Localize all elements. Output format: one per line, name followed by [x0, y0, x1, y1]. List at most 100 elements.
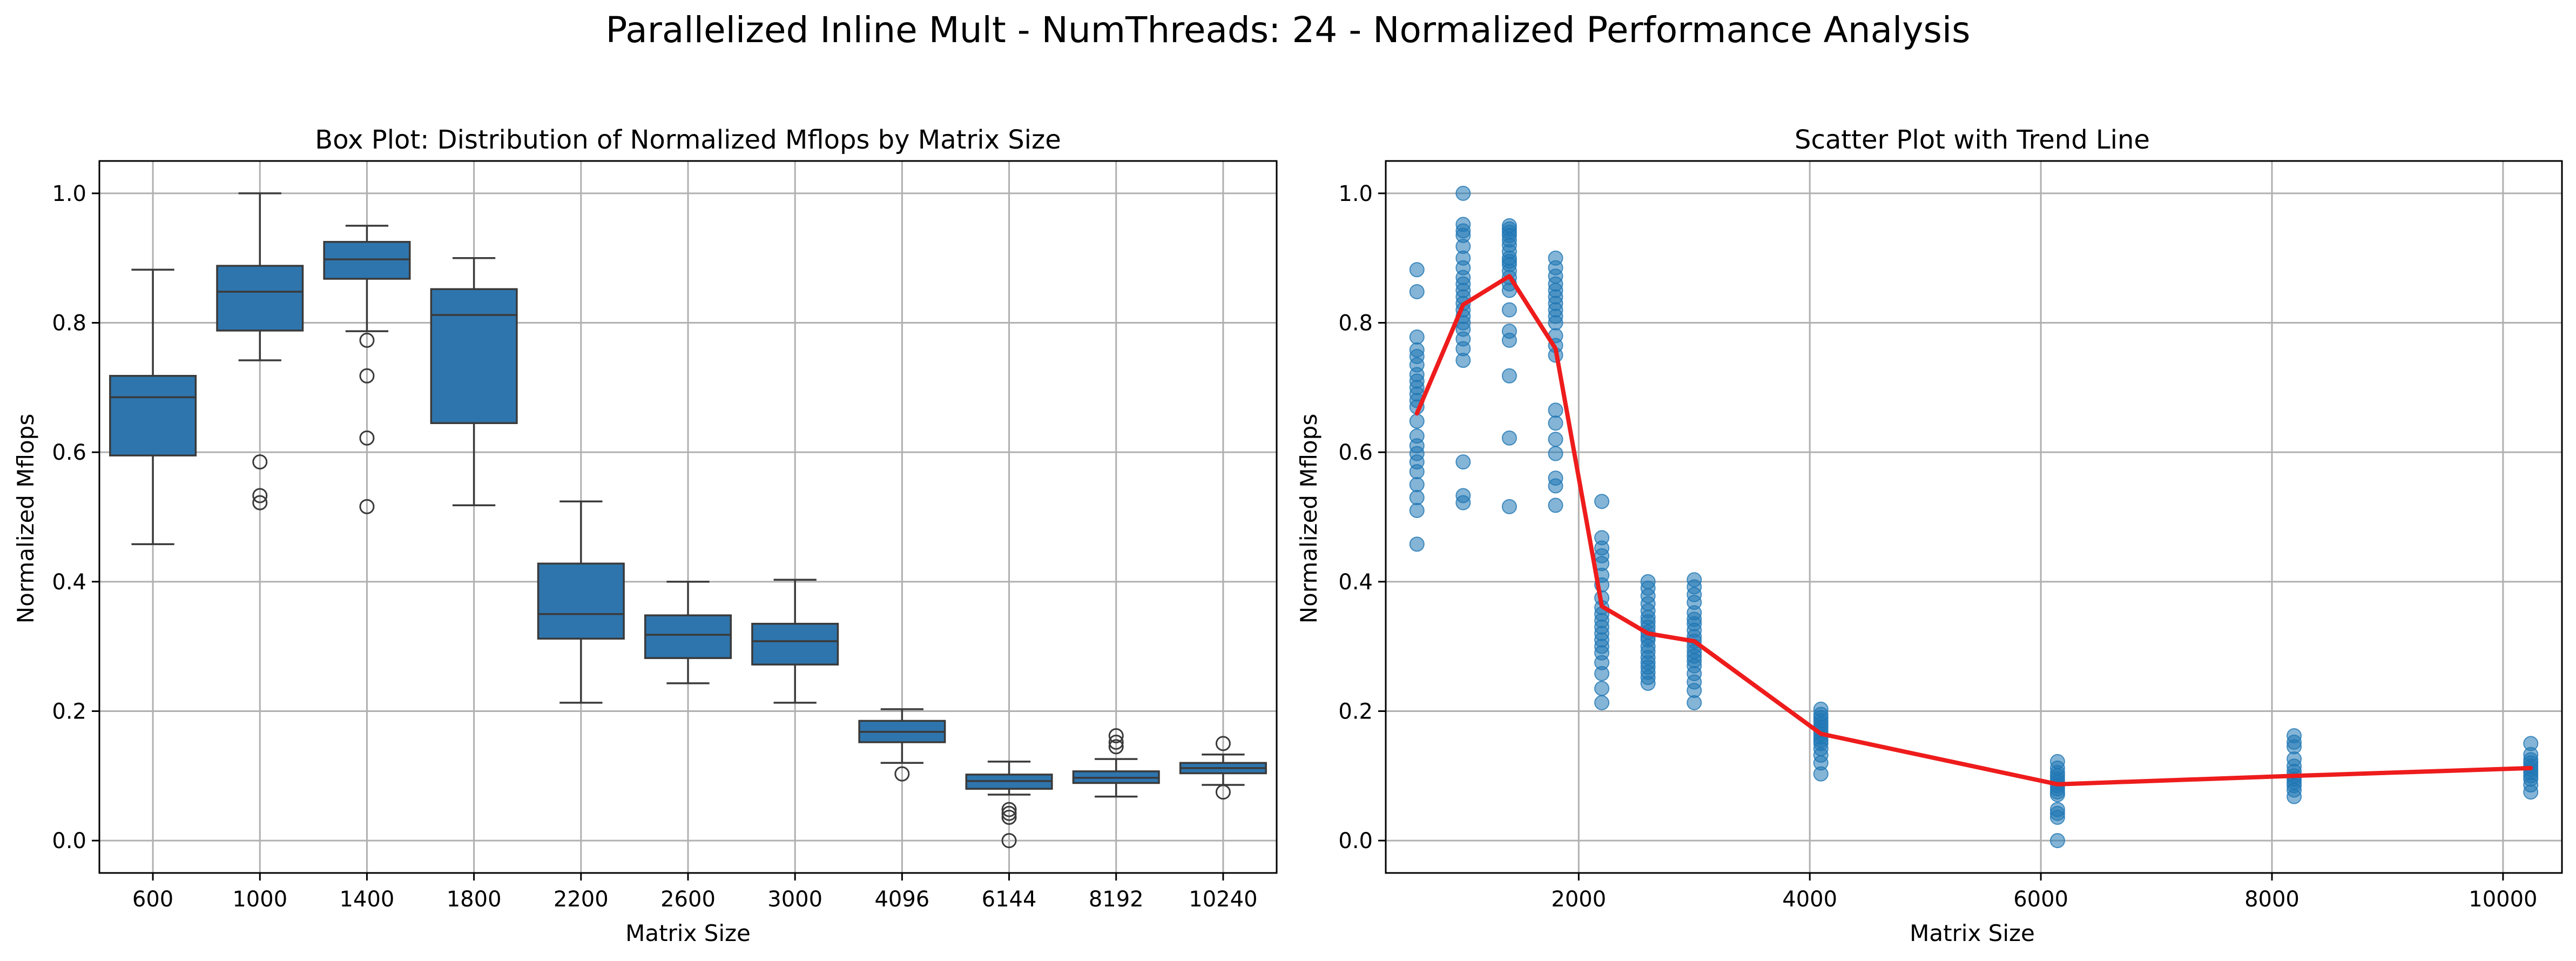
outlier-point — [252, 454, 268, 470]
scatter-point — [1640, 675, 1656, 691]
scatter-plot-x-axis-label: Matrix Size — [1910, 920, 2035, 946]
scatter-point — [1594, 695, 1610, 710]
scatter-point — [1409, 477, 1425, 493]
x-tick-label: 6144 — [982, 887, 1037, 912]
y-tick-label: 0.6 — [52, 440, 86, 465]
box-4096 — [858, 708, 946, 782]
scatter-point — [1813, 766, 1829, 782]
box-1400 — [323, 225, 411, 514]
box-iqr — [430, 288, 518, 425]
outlier-point — [1001, 809, 1017, 825]
scatter-point — [1548, 498, 1563, 513]
scatter-point — [1501, 499, 1517, 514]
box-plot-y-axis-label: Normalized Mflops — [12, 414, 39, 623]
scatter-point — [1409, 284, 1425, 300]
scatter-point — [1409, 413, 1425, 429]
scatter-plot-panel: Scatter Plot with Trend Line 0.00.20.40.… — [1296, 125, 2563, 946]
box-8192 — [1072, 728, 1160, 798]
outlier-point — [1001, 802, 1017, 817]
box-10240 — [1179, 736, 1267, 800]
scatter-group-2600 — [1640, 574, 1656, 691]
box-plot-panel: Box Plot: Distribution of Normalized Mfl… — [12, 125, 1278, 946]
scatter-point — [1409, 490, 1425, 506]
x-tick-label: 10240 — [1189, 887, 1257, 912]
x-tick-label: 4000 — [1782, 887, 1837, 912]
figure-title: Parallelized Inline Mult - NumThreads: 2… — [605, 9, 1970, 51]
scatter-point — [1687, 695, 1702, 710]
x-tick-label: 2200 — [554, 887, 609, 912]
box-iqr — [109, 375, 197, 456]
scatter-point — [1594, 666, 1610, 681]
box-2200 — [537, 500, 625, 704]
scatter-point — [1548, 478, 1563, 494]
x-tick-label: 1800 — [447, 887, 502, 912]
y-tick-label: 0.4 — [1338, 570, 1373, 595]
box-2600 — [644, 581, 732, 684]
outlier-point — [1108, 728, 1124, 743]
x-tick-label: 8000 — [2244, 887, 2299, 912]
box-iqr — [537, 562, 625, 640]
trend-line — [1414, 274, 2533, 787]
scatter-plot-axes-frame — [1385, 160, 2563, 874]
scatter-point — [1548, 432, 1563, 447]
box-plot-marks — [109, 192, 1267, 849]
x-tick-label: 4096 — [874, 887, 929, 912]
scatter-point — [1594, 494, 1610, 509]
scatter-plot-ticks: 0.0 0.2 0.4 0.6 0.8 1.0 2000 4000 6000 8000 10000 — [1338, 182, 2537, 912]
scatter-point — [2049, 809, 2065, 825]
box-1800 — [430, 257, 518, 507]
outlier-point — [1215, 784, 1231, 800]
scatter-point — [1409, 503, 1425, 519]
box-plot-ticks: 0.0 0.2 0.4 0.6 0.8 1.0 600 1000 1400 1800 2200 260… — [52, 182, 1257, 912]
scatter-point — [2287, 789, 2302, 804]
outlier-point — [1001, 833, 1017, 849]
scatter-group-1800 — [1548, 250, 1563, 513]
scatter-point — [2523, 784, 2539, 800]
box-iqr — [323, 241, 411, 280]
scatter-point — [1455, 353, 1471, 368]
outlier-point — [894, 766, 910, 782]
outlier-point — [1001, 805, 1017, 821]
outlier-point — [1215, 736, 1231, 751]
scatter-plot-title: Scatter Plot with Trend Line — [1795, 125, 2150, 155]
box-iqr — [644, 614, 732, 659]
scatter-group-6144 — [2049, 754, 2065, 849]
scatter-point — [2049, 833, 2065, 849]
scatter-point — [1548, 415, 1563, 431]
y-tick-label: 0.4 — [52, 570, 86, 595]
scatter-point — [2049, 787, 2065, 803]
x-tick-label: 1400 — [340, 887, 395, 912]
x-tick-label: 8192 — [1089, 887, 1144, 912]
outlier-point — [1108, 739, 1124, 755]
x-tick-label: 6000 — [2013, 887, 2068, 912]
y-tick-label: 0.0 — [1338, 829, 1373, 854]
scatter-group-4096 — [1813, 701, 1829, 782]
box-3000 — [751, 579, 839, 704]
scatter-point — [1409, 464, 1425, 480]
outlier-point — [359, 332, 375, 348]
box-1000 — [216, 192, 304, 510]
y-tick-label: 1.0 — [1338, 182, 1373, 206]
x-tick-label: 10000 — [2469, 887, 2537, 912]
scatter-group-8192 — [2287, 728, 2302, 804]
y-tick-label: 0.2 — [1338, 699, 1373, 724]
x-tick-label: 1000 — [232, 887, 287, 912]
scatter-plot-grid — [1386, 161, 2562, 873]
scatter-point — [1548, 315, 1563, 331]
y-tick-label: 0.8 — [1338, 311, 1373, 336]
scatter-point — [1501, 368, 1517, 384]
scatter-point — [1501, 332, 1517, 348]
scatter-point — [1594, 681, 1610, 696]
scatter-point — [1409, 329, 1425, 345]
box-plot-title: Box Plot: Distribution of Normalized Mfl… — [315, 125, 1061, 155]
scatter-point — [1501, 302, 1517, 318]
box-plot-x-axis-label: Matrix Size — [625, 920, 751, 946]
scatter-plot-marks — [1409, 185, 2539, 849]
outlier-point — [252, 495, 268, 510]
y-tick-label: 0.6 — [1338, 440, 1373, 465]
x-tick-label: 3000 — [767, 887, 822, 912]
x-tick-label: 2000 — [1551, 887, 1606, 912]
scatter-point — [1501, 430, 1517, 446]
box-6144 — [965, 761, 1053, 849]
